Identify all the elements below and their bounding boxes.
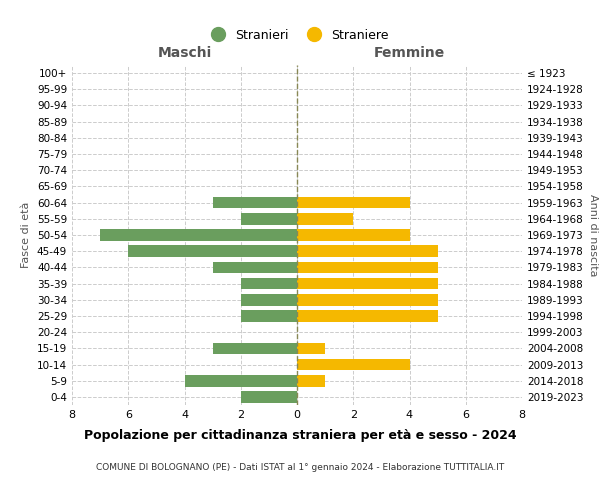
Text: Popolazione per cittadinanza straniera per età e sesso - 2024: Popolazione per cittadinanza straniera p… (83, 430, 517, 442)
Bar (212, 262, 297, 273)
Bar (185, 375, 297, 386)
Bar (241, 310, 297, 322)
Bar (241, 213, 297, 224)
Bar (212, 197, 297, 208)
Bar (212, 342, 297, 354)
Y-axis label: Fasce di età: Fasce di età (22, 202, 31, 268)
Y-axis label: Anni di nascita: Anni di nascita (587, 194, 598, 276)
Bar (241, 278, 297, 289)
Bar (241, 391, 297, 402)
Bar (128, 246, 297, 257)
Legend: Stranieri, Straniere: Stranieri, Straniere (200, 24, 394, 46)
Bar (297, 358, 409, 370)
Bar (297, 310, 437, 322)
Bar (241, 294, 297, 306)
Bar (297, 213, 353, 224)
Text: COMUNE DI BOLOGNANO (PE) - Dati ISTAT al 1° gennaio 2024 - Elaborazione TUTTITAL: COMUNE DI BOLOGNANO (PE) - Dati ISTAT al… (96, 464, 504, 472)
Bar (297, 229, 409, 241)
Bar (297, 278, 437, 289)
Bar (297, 375, 325, 386)
Bar (297, 294, 437, 306)
Bar (297, 262, 437, 273)
Bar (297, 246, 437, 257)
Bar (297, 197, 409, 208)
Bar (297, 342, 325, 354)
Bar (100, 229, 297, 241)
